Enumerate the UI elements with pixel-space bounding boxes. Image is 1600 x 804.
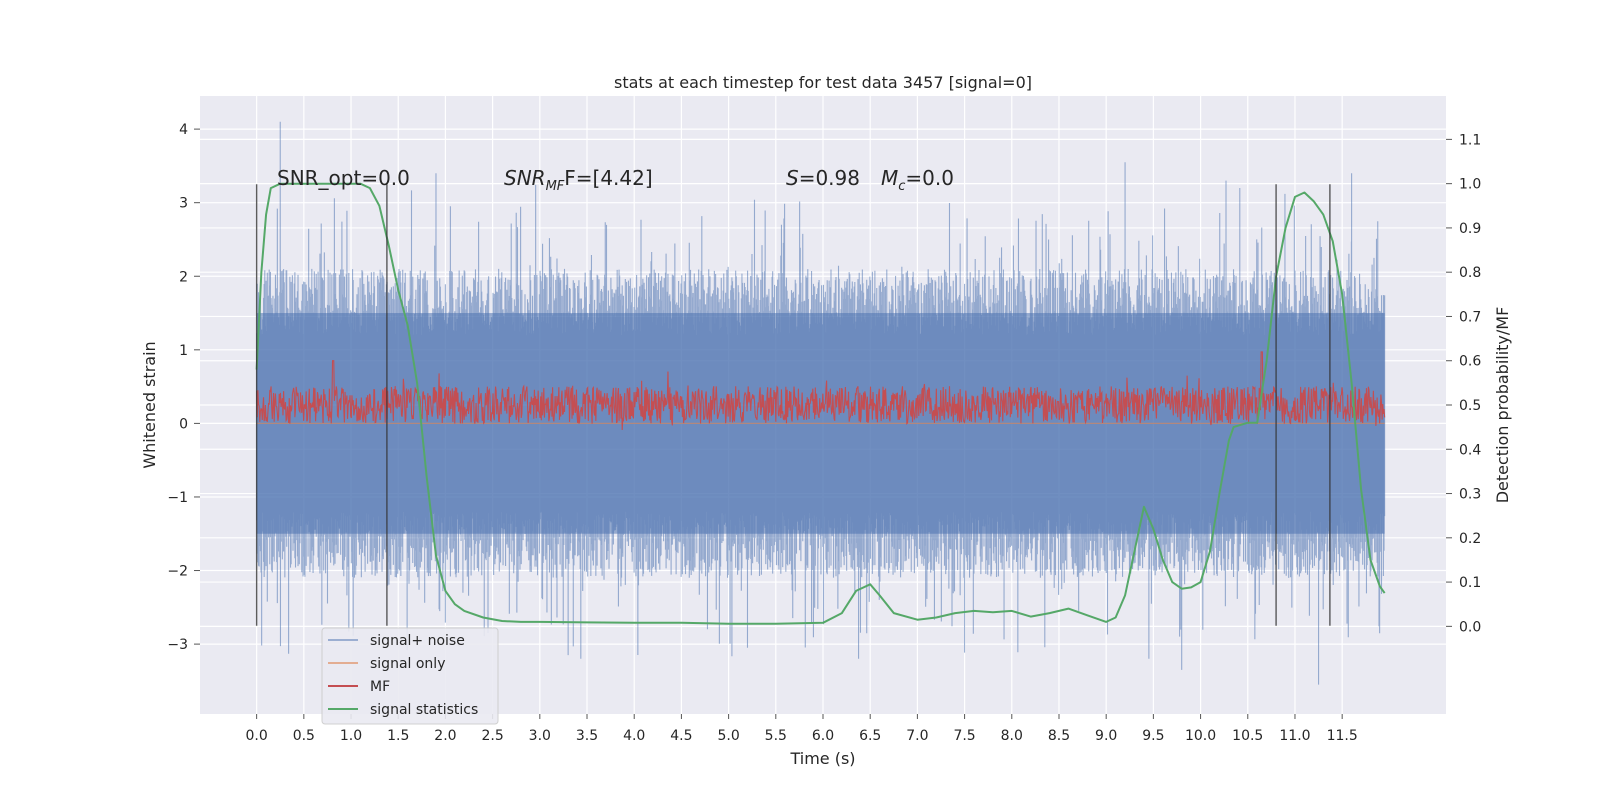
- y-left-tick-label-4: 0: [179, 416, 188, 432]
- x-tick-label-13: 6.5: [859, 728, 881, 744]
- y-right-tick-label-9: 0.2: [1459, 531, 1481, 547]
- annotation-mc: Mc=0.0: [881, 166, 954, 194]
- series-signal-statistics: [255, 182, 1386, 625]
- series-mf: [256, 351, 1386, 431]
- y-right-tick-label-10: 0.1: [1459, 575, 1481, 591]
- x-tick-label-8: 4.0: [623, 728, 645, 744]
- annotation-mc-label: M: [881, 166, 898, 190]
- y-right-tick-label-5: 0.6: [1459, 354, 1481, 370]
- y-right-tick-label-3: 0.8: [1459, 265, 1481, 281]
- y-left-tick-label-3: 1: [179, 343, 188, 359]
- x-tick-label-14: 7.0: [906, 728, 928, 744]
- annotation-snr-opt: SNR_opt=0.0: [277, 166, 410, 190]
- legend-label-signal-only: signal only: [370, 656, 445, 672]
- legend-label-mf: MF: [370, 679, 390, 695]
- annotation-mc-sub: c: [898, 179, 905, 194]
- y-right-tick-label-11: 0.0: [1459, 619, 1481, 635]
- annotation-snr-mf-prefix: SNR: [504, 166, 546, 190]
- x-tick-label-9: 4.5: [670, 728, 692, 744]
- y-ticks-left: 4 3 2 1 0 −1 −2 −3: [167, 122, 200, 653]
- x-tick-label-7: 3.5: [576, 728, 598, 744]
- annotation-snr-mf-sub: MF: [546, 179, 565, 194]
- legend-label-signal-statistics: signal statistics: [370, 702, 478, 718]
- x-tick-label-11: 5.5: [765, 728, 787, 744]
- x-tick-label-23: 11.5: [1327, 728, 1358, 744]
- y-right-tick-label-0: 1.1: [1459, 132, 1481, 148]
- y-left-tick-label-7: −3: [167, 637, 188, 653]
- y-left-tick-label-5: −1: [167, 490, 188, 506]
- y-right-tick-label-2: 0.9: [1459, 221, 1481, 237]
- x-tick-label-10: 5.0: [717, 728, 739, 744]
- annotation-snr-mf-suffix: F=[4.42]: [564, 166, 652, 190]
- signal-statistics-line: [255, 182, 1386, 625]
- annotation-s: S=0.98: [786, 166, 860, 190]
- y-right-tick-label-8: 0.3: [1459, 487, 1481, 503]
- mf-line: [256, 351, 1386, 431]
- x-tick-label-4: 2.0: [434, 728, 456, 744]
- x-tick-label-15: 7.5: [953, 728, 975, 744]
- x-tick-label-17: 8.5: [1048, 728, 1070, 744]
- x-tick-label-20: 10.0: [1185, 728, 1216, 744]
- legend-box: [321, 627, 499, 725]
- y-left-tick-label-0: 4: [179, 122, 188, 138]
- vertical-markers: [255, 184, 1331, 626]
- annotation-s-value: =0.98: [799, 166, 860, 190]
- y-ticks-right: 1.1 1.0 0.9 0.8 0.7 0.6 0.5 0.4 0.3 0.2 0.1 0.0: [1446, 132, 1481, 635]
- y-right-tick-label-4: 0.7: [1459, 309, 1481, 325]
- x-tick-label-19: 9.5: [1142, 728, 1164, 744]
- x-tick-label-2: 1.0: [340, 728, 362, 744]
- x-tick-label-12: 6.0: [812, 728, 834, 744]
- legend: signal+ noise signal only MF signal stat…: [321, 627, 499, 725]
- y-axis-label-left: Whitened strain: [140, 341, 159, 468]
- x-tick-label-21: 10.5: [1232, 728, 1263, 744]
- x-tick-label-5: 2.5: [481, 728, 503, 744]
- y-axis-label-right: Detection probability/MF: [1493, 307, 1512, 504]
- x-tick-label-16: 8.0: [1001, 728, 1023, 744]
- y-right-tick-label-6: 0.5: [1459, 398, 1481, 414]
- x-axis-label: Time (s): [789, 749, 855, 768]
- x-tick-label-0: 0.0: [246, 728, 268, 744]
- y-right-tick-label-7: 0.4: [1459, 442, 1481, 458]
- y-right-tick-label-1: 1.0: [1459, 177, 1481, 193]
- x-tick-label-18: 9.0: [1095, 728, 1117, 744]
- x-tick-label-22: 11.0: [1279, 728, 1310, 744]
- annotation-snr-mf: SNRMFF=[4.42]: [504, 166, 653, 194]
- y-left-tick-label-6: −2: [167, 564, 188, 580]
- y-left-tick-label-1: 3: [179, 196, 188, 212]
- y-left-tick-label-2: 2: [179, 269, 188, 285]
- x-tick-label-1: 0.5: [293, 728, 315, 744]
- annotation-s-label: S: [786, 166, 799, 190]
- chart-title: stats at each timestep for test data 345…: [614, 73, 1032, 92]
- x-ticks: 0.0 0.5 1.0 1.5 2.0 2.5 3.0 3.5 4.0 4.5 5.0 5.5 6.0 6…: [246, 714, 1358, 744]
- legend-label-signal-noise: signal+ noise: [370, 633, 465, 649]
- x-tick-label-6: 3.0: [529, 728, 551, 744]
- annotation-mc-value: =0.0: [905, 166, 954, 190]
- x-tick-label-3: 1.5: [387, 728, 409, 744]
